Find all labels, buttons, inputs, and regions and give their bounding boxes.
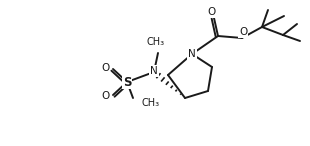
Text: S: S [123, 75, 131, 88]
Text: CH₃: CH₃ [141, 98, 159, 108]
Text: O: O [101, 63, 109, 73]
Text: O: O [239, 27, 247, 37]
Text: O: O [207, 7, 215, 17]
Text: O: O [101, 91, 109, 101]
Text: N: N [188, 49, 196, 59]
Text: N: N [150, 66, 158, 76]
Text: CH₃: CH₃ [147, 37, 165, 47]
